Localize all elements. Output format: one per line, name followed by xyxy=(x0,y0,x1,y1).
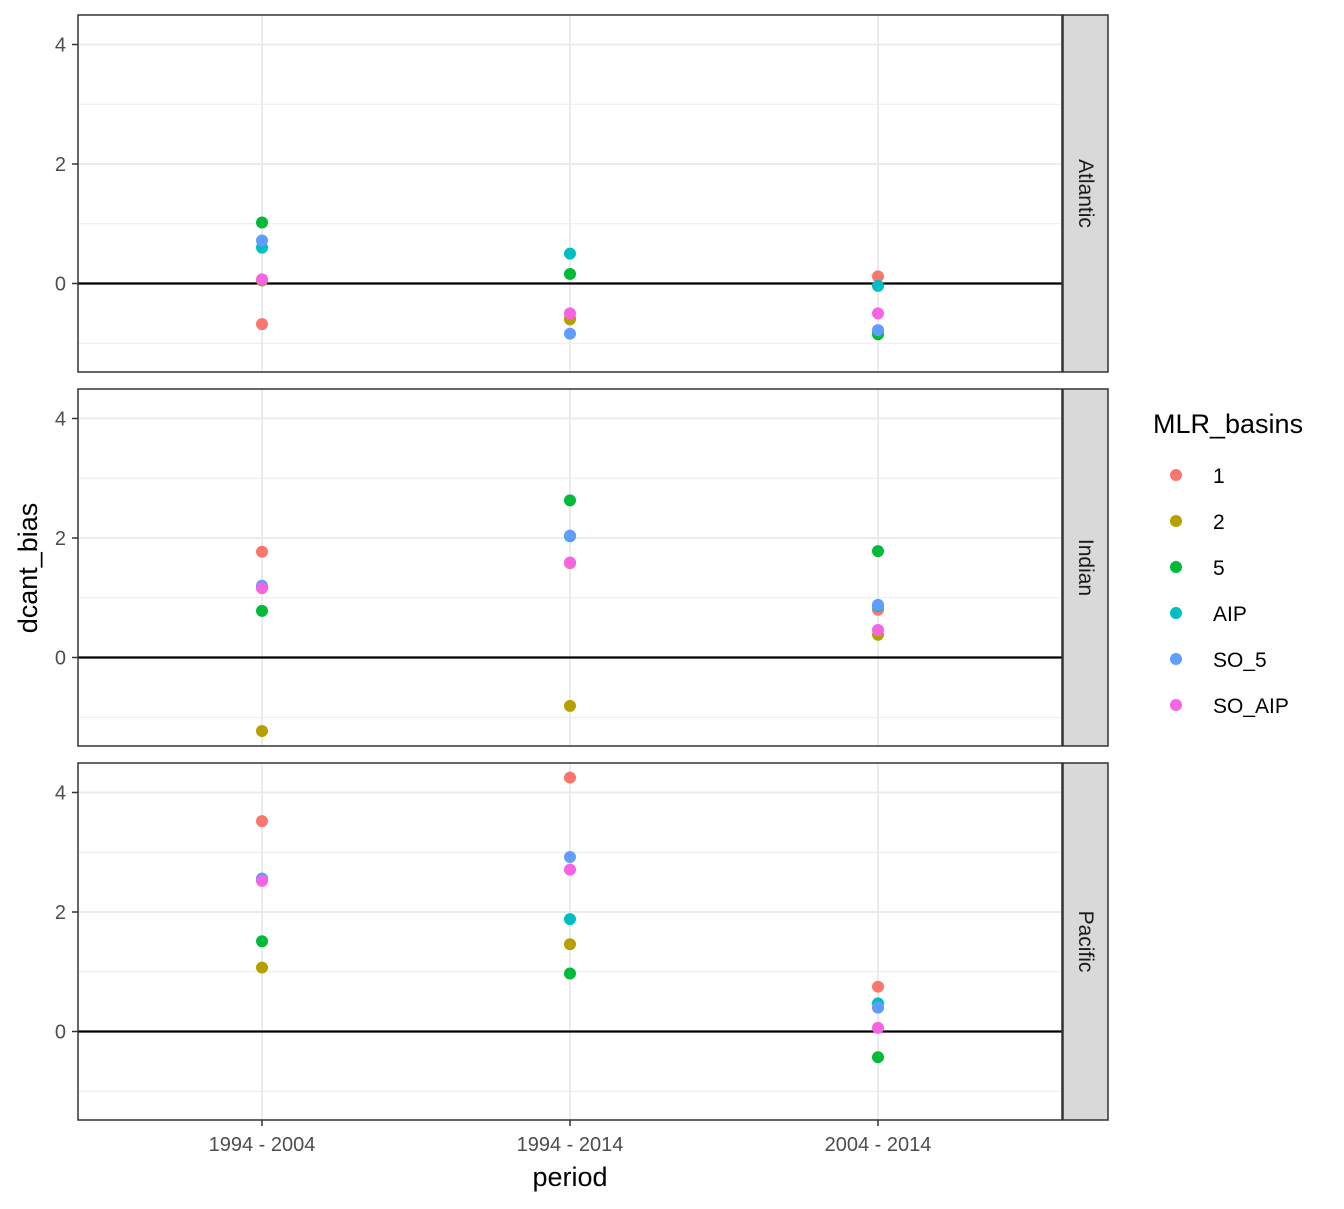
legend-label: 5 xyxy=(1213,557,1225,580)
data-point-so-aip xyxy=(256,874,268,887)
y-tick-label: 2 xyxy=(55,902,66,924)
facet-panel-pacific: 0 2 4 Pacific xyxy=(55,762,1109,1121)
data-point-so-aip xyxy=(872,307,884,320)
data-point-so-5 xyxy=(564,327,576,340)
data-point-5 xyxy=(564,967,576,980)
y-tick-label: 4 xyxy=(55,35,66,57)
data-point-so-aip xyxy=(564,863,576,876)
facet-strip xyxy=(1062,388,1109,747)
data-point-so-aip xyxy=(256,273,268,286)
legend-key-so-5 xyxy=(1170,653,1182,665)
data-point-so-aip xyxy=(256,582,268,595)
facet-strip-label: Atlantic xyxy=(1074,159,1097,228)
data-point-1 xyxy=(256,318,268,331)
data-point-1 xyxy=(256,815,268,828)
y-tick-label: 0 xyxy=(55,1022,66,1044)
x-tick-label: 1994 - 2014 xyxy=(517,1134,624,1156)
facet-strip xyxy=(1062,14,1109,373)
data-point-2 xyxy=(564,938,576,951)
data-point-so-5 xyxy=(256,234,268,247)
legend-key-1 xyxy=(1170,469,1182,481)
legend: MLR_basins 1 2 5 AIP SO_5 SO_AIP xyxy=(1153,409,1303,718)
x-tick-label: 1994 - 2004 xyxy=(209,1134,316,1156)
legend-label: SO_5 xyxy=(1213,649,1267,672)
data-point-5 xyxy=(564,494,576,507)
legend-key-aip xyxy=(1170,607,1182,619)
data-point-so-aip xyxy=(564,307,576,320)
facet-panel-indian: 0 2 4 Indian xyxy=(55,388,1109,747)
data-point-5 xyxy=(564,267,576,280)
data-point-5 xyxy=(256,935,268,948)
data-point-5 xyxy=(256,604,268,617)
data-point-aip xyxy=(872,279,884,292)
legend-key-5 xyxy=(1170,561,1182,573)
legend-label: AIP xyxy=(1213,603,1247,626)
data-point-so-5 xyxy=(564,529,576,542)
x-axis-title: period xyxy=(532,1162,607,1192)
legend-key-2 xyxy=(1170,515,1182,527)
y-tick-label: 2 xyxy=(55,528,66,550)
legend-label: 2 xyxy=(1213,511,1225,534)
y-tick-label: 4 xyxy=(55,783,66,805)
data-point-so-aip xyxy=(564,556,576,569)
data-point-so-5 xyxy=(872,598,884,611)
x-tick-label: 2004 - 2014 xyxy=(825,1134,932,1156)
x-axis: 1994 - 2004 1994 - 2014 2004 - 2014 xyxy=(209,1120,932,1156)
data-point-so-aip xyxy=(872,1021,884,1034)
data-point-2 xyxy=(256,961,268,974)
facet-panels: 0 2 4 Atlantic 0 2 4 Indian 0 2 4 Pacific xyxy=(55,14,1109,1121)
y-tick-label: 4 xyxy=(55,409,66,431)
facet-strip xyxy=(1062,762,1109,1121)
data-point-1 xyxy=(564,771,576,784)
legend-title: MLR_basins xyxy=(1153,409,1303,439)
y-tick-label: 0 xyxy=(55,648,66,670)
legend-key-so-aip xyxy=(1170,699,1182,711)
y-tick-label: 2 xyxy=(55,154,66,176)
data-point-5 xyxy=(256,216,268,229)
panel-border xyxy=(77,388,1063,747)
data-point-so-5 xyxy=(872,1001,884,1014)
data-point-1 xyxy=(256,545,268,558)
facet-panel-atlantic: 0 2 4 Atlantic xyxy=(55,14,1109,373)
data-point-1 xyxy=(872,270,884,283)
data-point-so-5 xyxy=(564,851,576,864)
panel-border xyxy=(77,14,1063,373)
data-point-1 xyxy=(872,980,884,993)
legend-label: SO_AIP xyxy=(1213,695,1289,718)
data-point-aip xyxy=(564,913,576,926)
legend-label: 1 xyxy=(1213,465,1225,488)
data-point-2 xyxy=(256,724,268,737)
data-point-2 xyxy=(564,699,576,712)
y-tick-label: 0 xyxy=(55,274,66,296)
facet-strip-label: Pacific xyxy=(1074,911,1097,973)
data-point-aip xyxy=(564,247,576,260)
data-point-so-5 xyxy=(872,324,884,337)
facet-strip-label: Indian xyxy=(1074,539,1097,596)
data-point-5 xyxy=(872,545,884,558)
data-point-5 xyxy=(872,1051,884,1064)
y-axis-title: dcant_bias xyxy=(13,503,43,634)
data-point-so-aip xyxy=(872,624,884,637)
